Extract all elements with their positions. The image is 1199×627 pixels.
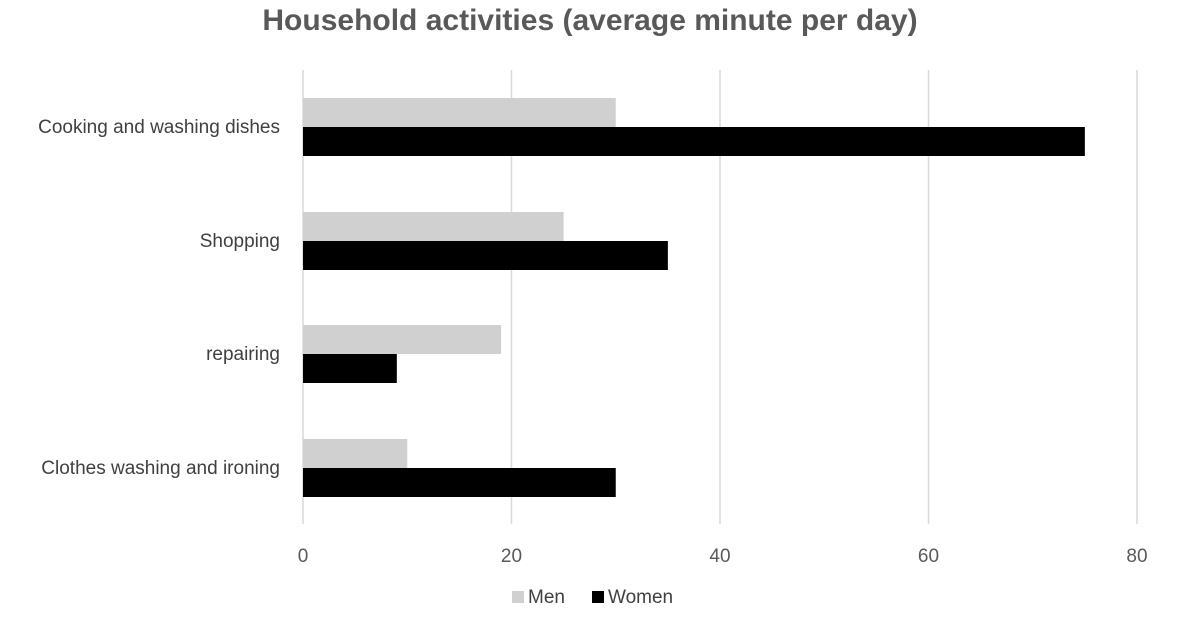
category-label: Shopping xyxy=(200,231,280,252)
bar-women xyxy=(303,354,397,383)
legend: Men Women xyxy=(512,587,673,608)
category-label: Cooking and washing dishes xyxy=(38,117,280,138)
x-tick-label: 40 xyxy=(709,546,730,567)
category-label: Clothes washing and ironing xyxy=(41,458,280,479)
legend-swatch-women xyxy=(592,591,604,603)
bar-men xyxy=(303,439,408,468)
x-tick-label: 60 xyxy=(918,546,939,567)
bar-women xyxy=(303,468,616,497)
x-tick-label: 20 xyxy=(501,546,522,567)
bar-men xyxy=(303,98,616,127)
legend-label-women: Women xyxy=(608,587,673,608)
bar-men xyxy=(303,325,502,354)
bars xyxy=(303,98,1085,497)
bar-women xyxy=(303,241,668,270)
legend-label-men: Men xyxy=(528,587,565,608)
x-tick-label: 80 xyxy=(1126,546,1147,567)
x-tick-label: 0 xyxy=(298,546,309,567)
bar-men xyxy=(303,212,564,241)
legend-swatch-men xyxy=(512,591,524,603)
bar-women xyxy=(303,127,1085,156)
category-label: repairing xyxy=(206,344,280,365)
chart-title: Household activities (average minute per… xyxy=(262,4,917,37)
axis-labels: 0 20 40 60 80 Cooking and washing dishes Shopp… xyxy=(38,117,1147,567)
